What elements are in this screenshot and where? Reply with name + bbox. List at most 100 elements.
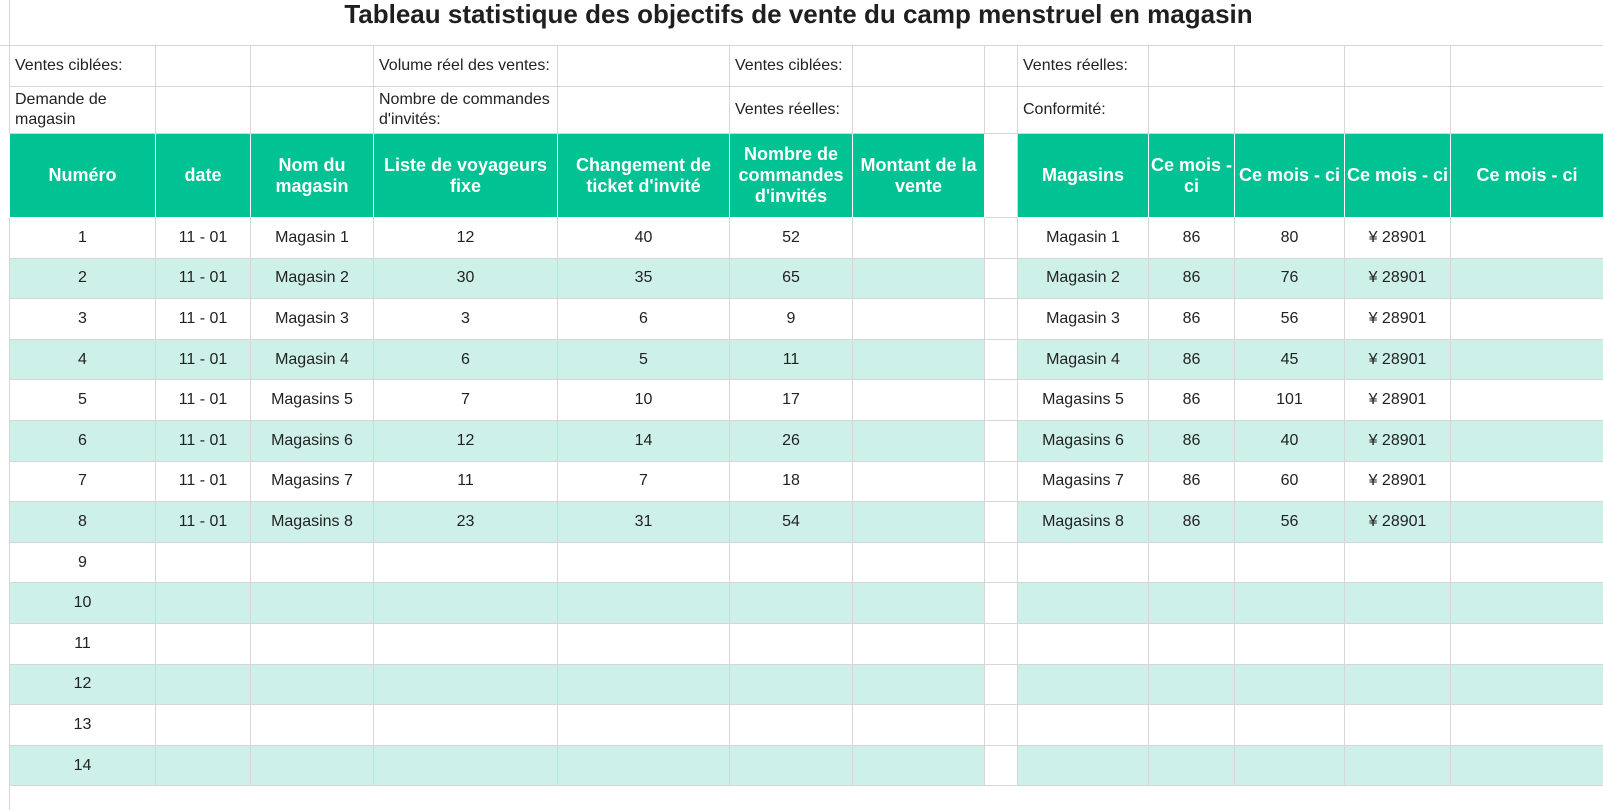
summary-cell[interactable] xyxy=(1450,541,1603,584)
summary-cell[interactable] xyxy=(1344,704,1451,746)
table-cell[interactable] xyxy=(852,338,985,381)
summary-cell[interactable] xyxy=(1234,622,1345,665)
cell[interactable] xyxy=(557,86,730,134)
spacer-cell[interactable] xyxy=(984,379,1018,421)
summary-cell[interactable] xyxy=(1234,582,1345,624)
summary-cell[interactable] xyxy=(1344,744,1451,787)
table-cell[interactable]: 4 xyxy=(9,338,156,381)
summary-cell[interactable] xyxy=(1234,744,1345,787)
cell[interactable] xyxy=(155,86,251,134)
cell[interactable] xyxy=(852,45,985,87)
info-label-actual-sales-2[interactable]: Ventes réelles: xyxy=(729,86,853,134)
spacer-cell[interactable] xyxy=(984,622,1018,665)
table-cell[interactable] xyxy=(250,582,374,624)
cell[interactable] xyxy=(984,86,1018,134)
spacer-cell[interactable] xyxy=(984,582,1018,624)
table-cell[interactable] xyxy=(155,582,251,624)
table-cell[interactable]: 18 xyxy=(729,460,853,503)
table-cell[interactable]: Magasin 3 xyxy=(250,298,374,340)
summary-cell[interactable] xyxy=(1450,460,1603,503)
table-cell[interactable]: Magasin 2 xyxy=(250,257,374,300)
col-header-fixed-travelers[interactable]: Liste de voyageurs fixe xyxy=(373,133,558,218)
table-cell[interactable] xyxy=(852,257,985,300)
summary-cell[interactable] xyxy=(1148,663,1235,706)
info-label-actual-sales[interactable]: Ventes réelles: xyxy=(1017,45,1149,87)
table-cell[interactable] xyxy=(729,663,853,706)
table-cell[interactable]: 11 - 01 xyxy=(155,298,251,340)
table-cell[interactable]: 6 xyxy=(373,338,558,381)
info-label-conformity[interactable]: Conformité: xyxy=(1017,86,1149,134)
summary-cell[interactable] xyxy=(1450,582,1603,624)
cell[interactable] xyxy=(984,45,1018,87)
table-cell[interactable] xyxy=(250,541,374,584)
summary-cell[interactable]: ¥ 28901 xyxy=(1344,419,1451,462)
table-cell[interactable]: 30 xyxy=(373,257,558,300)
table-cell[interactable] xyxy=(373,582,558,624)
table-cell[interactable]: 52 xyxy=(729,217,853,259)
table-cell[interactable] xyxy=(852,622,985,665)
table-cell[interactable]: 11 - 01 xyxy=(155,379,251,421)
spacer-cell[interactable] xyxy=(984,744,1018,787)
table-cell[interactable] xyxy=(852,419,985,462)
summary-cell[interactable]: 86 xyxy=(1148,501,1235,543)
summary-cell[interactable]: ¥ 28901 xyxy=(1344,501,1451,543)
spacer-cell[interactable] xyxy=(984,663,1018,706)
table-cell[interactable] xyxy=(852,744,985,787)
table-cell[interactable] xyxy=(373,744,558,787)
cell[interactable] xyxy=(1234,45,1345,87)
table-cell[interactable]: 65 xyxy=(729,257,853,300)
spacer-cell[interactable] xyxy=(984,541,1018,584)
col-header-number[interactable]: Numéro xyxy=(9,133,156,218)
table-cell[interactable]: Magasin 4 xyxy=(250,338,374,381)
summary-cell[interactable]: ¥ 28901 xyxy=(1344,217,1451,259)
table-cell[interactable]: 11 - 01 xyxy=(155,501,251,543)
summary-cell[interactable]: ¥ 28901 xyxy=(1344,338,1451,381)
col-header-this-month-4[interactable]: Ce mois - ci xyxy=(1450,133,1603,218)
table-cell[interactable] xyxy=(373,541,558,584)
summary-cell[interactable]: 86 xyxy=(1148,338,1235,381)
table-cell[interactable]: Magasins 8 xyxy=(250,501,374,543)
summary-cell[interactable] xyxy=(1148,704,1235,746)
table-cell[interactable]: 14 xyxy=(9,744,156,787)
summary-cell[interactable] xyxy=(1450,704,1603,746)
info-label-guest-orders[interactable]: Nombre de commandes d'invités: xyxy=(373,86,558,134)
table-cell[interactable] xyxy=(557,582,730,624)
summary-cell[interactable] xyxy=(1234,663,1345,706)
cell[interactable] xyxy=(155,45,251,87)
cell[interactable] xyxy=(250,45,374,87)
summary-cell[interactable]: 56 xyxy=(1234,501,1345,543)
table-cell[interactable]: 1 xyxy=(9,217,156,259)
table-cell[interactable] xyxy=(557,622,730,665)
summary-cell[interactable] xyxy=(1450,379,1603,421)
cell[interactable] xyxy=(1344,45,1451,87)
col-header-guest-orders[interactable]: Nombre de commandes d'invités xyxy=(729,133,853,218)
summary-cell[interactable]: 86 xyxy=(1148,379,1235,421)
summary-cell[interactable] xyxy=(1017,704,1149,746)
summary-cell[interactable] xyxy=(1450,298,1603,340)
table-cell[interactable]: 9 xyxy=(9,541,156,584)
info-label-target-sales[interactable]: Ventes ciblées: xyxy=(9,45,156,87)
summary-cell[interactable] xyxy=(1148,582,1235,624)
table-cell[interactable] xyxy=(852,460,985,503)
col-header-guest-ticket-change[interactable]: Changement de ticket d'invité xyxy=(557,133,730,218)
table-cell[interactable]: 31 xyxy=(557,501,730,543)
table-cell[interactable]: 11 - 01 xyxy=(155,338,251,381)
info-label-store-demand[interactable]: Demande de magasin xyxy=(9,86,156,134)
table-cell[interactable]: 10 xyxy=(557,379,730,421)
table-cell[interactable] xyxy=(729,622,853,665)
table-cell[interactable] xyxy=(155,744,251,787)
table-cell[interactable]: Magasin 1 xyxy=(250,217,374,259)
summary-cell[interactable] xyxy=(1450,217,1603,259)
table-cell[interactable]: 11 xyxy=(729,338,853,381)
summary-cell[interactable] xyxy=(1017,663,1149,706)
cell[interactable] xyxy=(1344,86,1451,134)
summary-cell[interactable]: 56 xyxy=(1234,298,1345,340)
summary-cell[interactable]: 86 xyxy=(1148,419,1235,462)
table-cell[interactable]: 11 - 01 xyxy=(155,217,251,259)
summary-cell[interactable]: 101 xyxy=(1234,379,1345,421)
table-cell[interactable]: 7 xyxy=(9,460,156,503)
info-label-target-sales-2[interactable]: Ventes ciblées: xyxy=(729,45,853,87)
summary-cell[interactable]: 40 xyxy=(1234,419,1345,462)
spacer-cell[interactable] xyxy=(984,133,1018,218)
cell[interactable] xyxy=(1148,86,1235,134)
